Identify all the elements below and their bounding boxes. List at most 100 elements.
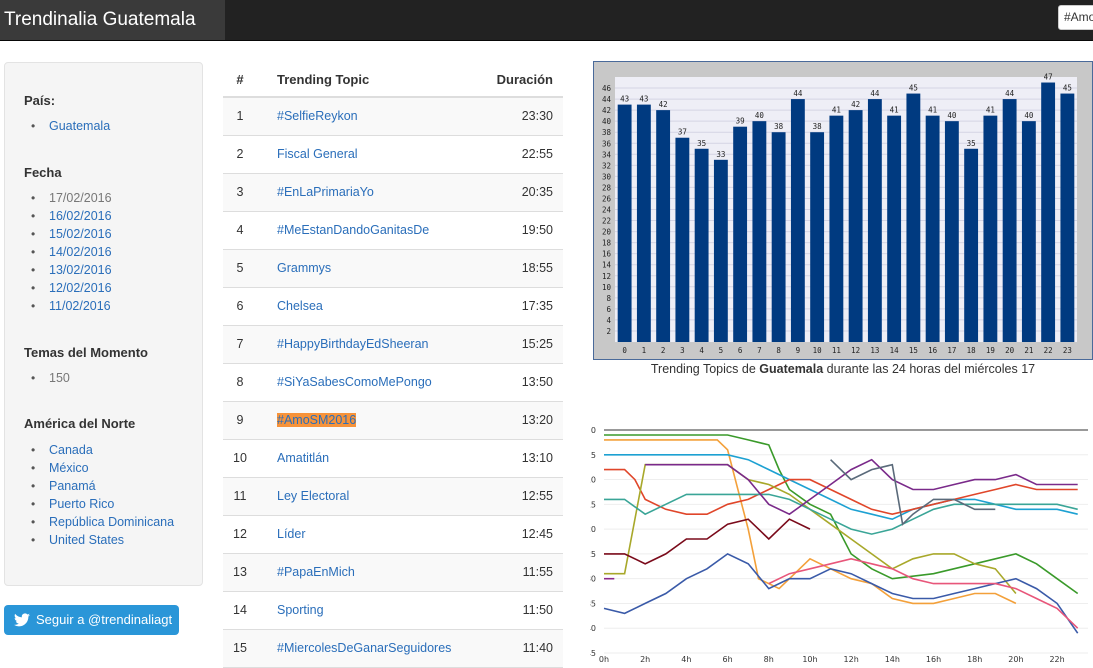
bar-value-label: 42 <box>851 100 860 109</box>
x-tick-label: 5 <box>719 346 724 355</box>
topic-link[interactable]: #PapaEnMich <box>277 565 355 579</box>
row-rank: 12 <box>233 527 247 541</box>
y-tick-label: 32 <box>602 161 611 170</box>
date-link[interactable]: 11/02/2016 <box>31 297 112 315</box>
bar-value-label: 45 <box>1063 84 1072 93</box>
y-tick-label: 16 <box>602 250 612 259</box>
table-row: 5 Grammys 18:55 <box>223 250 563 288</box>
table-row: 7 #HappyBirthdayEdSheeran 15:25 <box>223 326 563 364</box>
table-row: 11 Ley Electoral 12:55 <box>223 478 563 516</box>
follow-button[interactable]: Seguir a @trendinaliagt <box>4 605 179 635</box>
bar <box>1060 93 1075 342</box>
bar-value-label: 44 <box>870 89 880 98</box>
country-heading: País: <box>24 93 56 108</box>
x-tick-label: 22 <box>1044 346 1053 355</box>
date-current: 17/02/2016 <box>31 189 112 207</box>
x-tick-label: 17 <box>947 346 956 355</box>
row-rank: 9 <box>236 413 244 427</box>
bar-value-label: 35 <box>697 139 706 148</box>
x-tick-label: 10h <box>802 655 817 663</box>
topic-link[interactable]: Fiscal General <box>277 147 358 161</box>
bar-value-label: 39 <box>736 117 745 126</box>
topic-link[interactable]: Ley Electoral <box>277 489 350 503</box>
topic-link[interactable]: #AmoSM2016 <box>277 413 357 427</box>
bar-value-label: 41 <box>832 106 841 115</box>
bar-value-label: 41 <box>928 106 937 115</box>
x-tick-label: 0 <box>622 346 627 355</box>
topic-link[interactable]: #MeEstanDandoGanitasDe <box>277 223 430 237</box>
x-tick-label: 10 <box>813 346 823 355</box>
date-link[interactable]: 15/02/2016 <box>31 225 112 243</box>
region-country-link[interactable]: United States <box>31 531 174 549</box>
table-row: 8 #SiYaSabesComoMePongo 13:50 <box>223 364 563 402</box>
bar-value-label: 38 <box>813 122 823 131</box>
row-duration: 11:55 <box>522 565 553 579</box>
y-tick-label: 35 <box>590 599 596 608</box>
row-rank: 11 <box>233 489 247 503</box>
country-link-guatemala[interactable]: Guatemala <box>31 117 110 135</box>
row-rank: 1 <box>236 109 244 123</box>
site-title[interactable]: Trendinalia Guatemala <box>0 0 225 40</box>
x-tick-label: 16h <box>926 655 941 663</box>
y-tick-label: 34 <box>602 150 612 159</box>
region-country-link[interactable]: Canada <box>31 441 174 459</box>
topic-link[interactable]: #MiercolesDeGanarSeguidores <box>277 641 452 655</box>
row-duration: 19:50 <box>521 223 553 237</box>
x-tick-label: 13 <box>870 346 879 355</box>
topic-link[interactable]: Sporting <box>277 603 324 617</box>
row-duration: 18:55 <box>521 261 553 275</box>
region-country-list: Canada México Panamá Puerto Rico Repúbli… <box>31 441 174 549</box>
date-link[interactable]: 12/02/2016 <box>31 279 112 297</box>
row-duration: 20:35 <box>521 185 553 199</box>
follow-button-label: Seguir a @trendinaliagt <box>36 612 173 627</box>
table-row: 10 Amatitlán 13:10 <box>223 440 563 478</box>
region-country-link[interactable]: Panamá <box>31 477 174 495</box>
row-rank: 14 <box>233 603 247 617</box>
bar <box>944 121 959 342</box>
row-rank: 7 <box>236 337 244 351</box>
y-tick-label: 6 <box>606 305 611 314</box>
x-tick-label: 8h <box>764 655 774 663</box>
bar <box>1041 82 1056 342</box>
series-line <box>603 552 1079 634</box>
series-line <box>768 557 1079 629</box>
region-country-link[interactable]: México <box>31 459 174 477</box>
x-tick-label: 9 <box>796 346 801 355</box>
hourly-bar-chart: 2468101214161820222426283032343638404244… <box>593 61 1093 360</box>
region-country-link[interactable]: Puerto Rico <box>31 495 174 513</box>
bar <box>771 132 786 342</box>
date-link[interactable]: 14/02/2016 <box>31 243 112 261</box>
row-duration: 12:55 <box>521 489 553 503</box>
bar <box>694 148 709 342</box>
y-tick-label: 12 <box>602 272 611 281</box>
table-row: 2 Fiscal General 22:55 <box>223 136 563 174</box>
topic-link[interactable]: #HappyBirthdayEdSheeran <box>277 337 429 351</box>
ranking-line-chart: 0 5 10 15 20 25 30 35 40 450h 2h 4h 6h 8h 10h 12h 14h 16h… <box>590 426 1088 663</box>
date-list: 17/02/2016 16/02/2016 15/02/2016 14/02/2… <box>31 189 112 315</box>
series-line <box>604 518 811 565</box>
bar <box>983 115 998 342</box>
topic-link[interactable]: Chelsea <box>277 299 323 313</box>
topic-link[interactable]: #EnLaPrimariaYo <box>277 185 374 199</box>
twitter-bird-icon <box>14 613 30 627</box>
y-tick-label: 26 <box>602 194 612 203</box>
date-link[interactable]: 13/02/2016 <box>31 261 112 279</box>
row-rank: 15 <box>233 641 247 655</box>
table-row: 1 #SelfieReykon 23:30 <box>223 98 563 136</box>
topic-link[interactable]: Amatitlán <box>277 451 330 465</box>
bar <box>617 104 632 342</box>
x-tick-label: 14 <box>890 346 900 355</box>
topic-link[interactable]: #SelfieReykon <box>277 109 358 123</box>
table-row: 12 Líder 12:45 <box>223 516 563 554</box>
topic-link[interactable]: Grammys <box>277 261 332 275</box>
bar-value-label: 45 <box>909 84 918 93</box>
topic-link[interactable]: #SiYaSabesComoMePongo <box>277 375 432 389</box>
bar <box>829 115 844 342</box>
region-country-link[interactable]: República Dominicana <box>31 513 174 531</box>
col-duration-header: Duración <box>496 72 553 87</box>
search-input[interactable]: #AmoSM2016 <box>1058 5 1093 30</box>
bar <box>867 99 882 342</box>
date-link[interactable]: 16/02/2016 <box>31 207 112 225</box>
topic-link[interactable]: Líder <box>277 527 306 541</box>
bar <box>906 93 921 342</box>
